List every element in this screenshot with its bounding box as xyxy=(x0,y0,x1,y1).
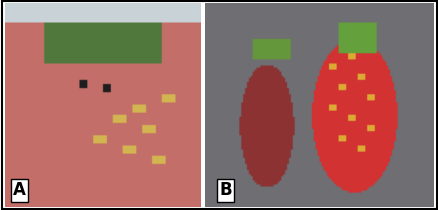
Text: B: B xyxy=(219,181,231,199)
Text: A: A xyxy=(13,181,26,199)
